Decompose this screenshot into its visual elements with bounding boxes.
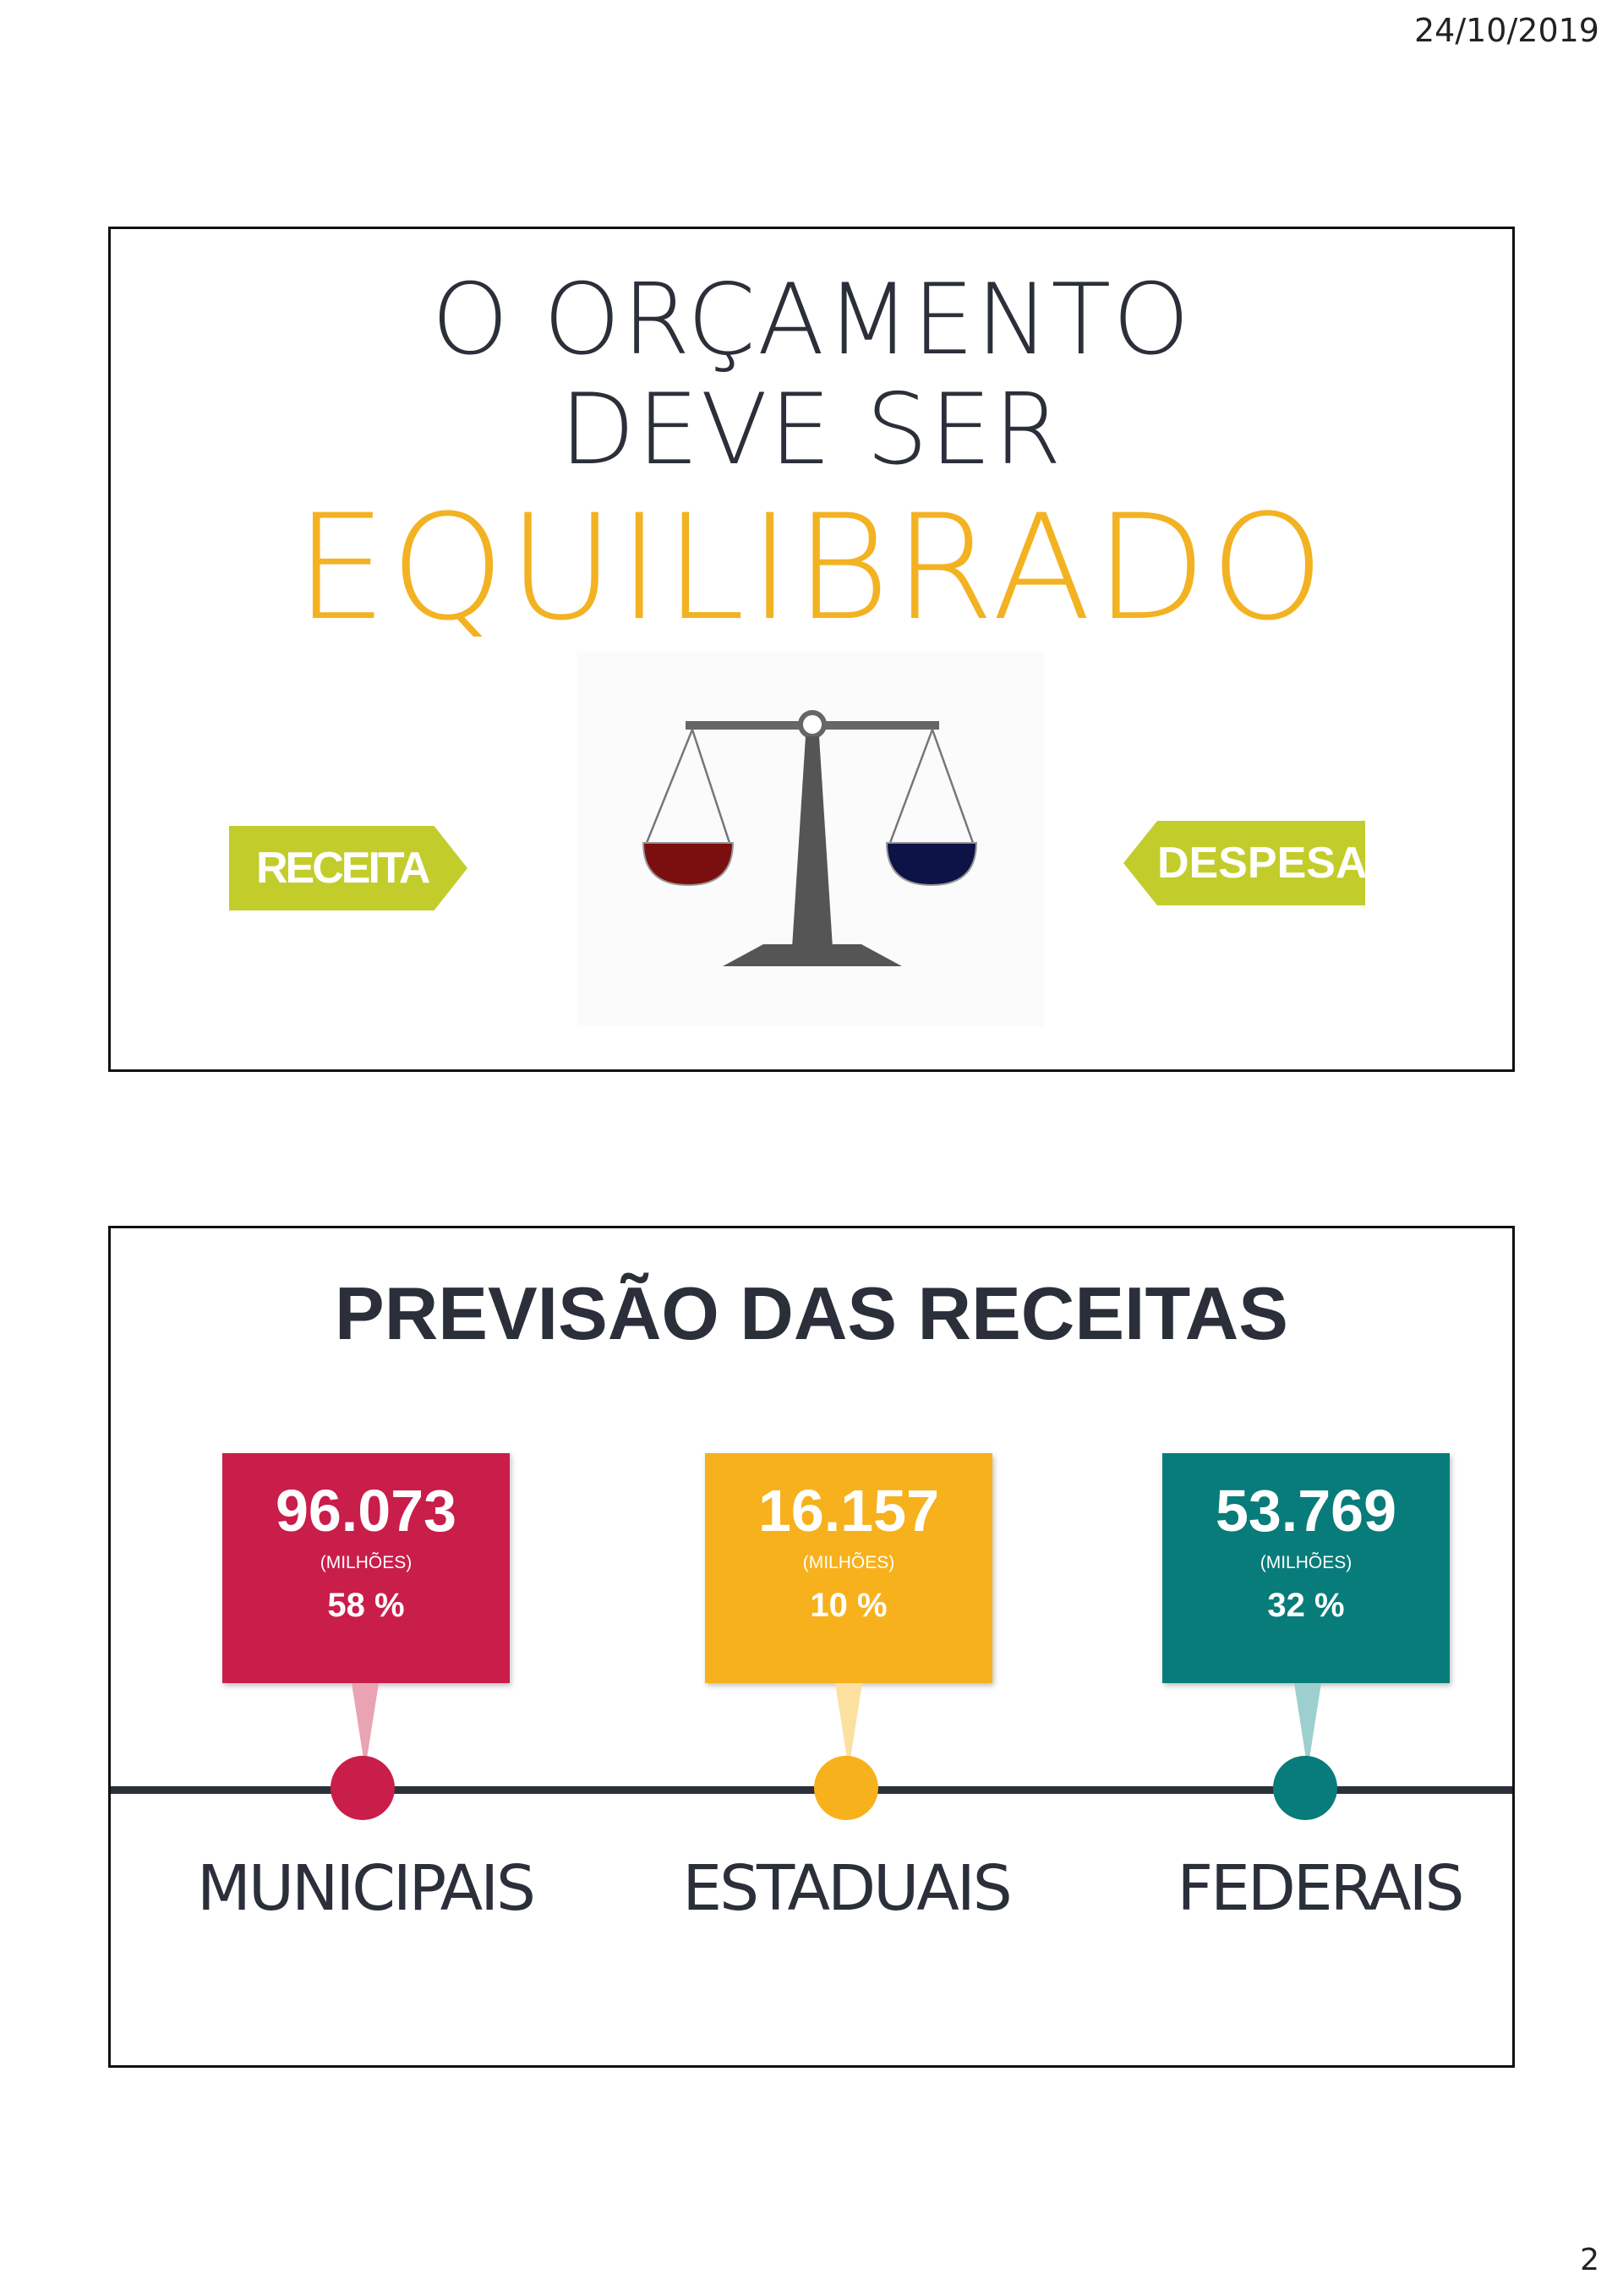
timeline-dot-municipais: [331, 1756, 395, 1820]
slide-title-line-1: O ORÇAMENTO: [431, 263, 1192, 377]
revenue-percent: 58 %: [327, 1587, 405, 1624]
slide-balanced-budget: O ORÇAMENTO DEVE SER EQUILIBRADO RECEITA…: [108, 227, 1515, 1072]
receita-tag: RECEITA: [229, 826, 467, 910]
revenue-value: 53.769: [1215, 1478, 1397, 1544]
revenue-card-estaduais: 16.157 (MILHÕES) 10 %: [705, 1453, 992, 1683]
category-label-federais: FEDERAIS: [1177, 1852, 1465, 1925]
slide-revenue-forecast: PREVISÃO DAS RECEITAS 96.073 (MILHÕES) 5…: [108, 1226, 1515, 2068]
revenue-unit: (MILHÕES): [802, 1553, 895, 1572]
slide-title-line-2: DEVE SER: [560, 373, 1063, 487]
scale-pivot: [798, 710, 827, 739]
scale-pillar: [792, 736, 833, 948]
pin-stem-municipais: [352, 1683, 379, 1761]
timeline-dot-estaduais: [814, 1756, 878, 1820]
revenue-value: 16.157: [757, 1478, 940, 1544]
revenue-card-municipais: 96.073 (MILHÕES) 58 %: [222, 1453, 510, 1683]
revenue-percent: 32 %: [1267, 1587, 1345, 1624]
revenue-unit: (MILHÕES): [320, 1553, 413, 1572]
slide-title-highlight: EQUILIBRADO: [295, 483, 1328, 653]
revenue-card-federais: 53.769 (MILHÕES) 32 %: [1162, 1453, 1450, 1683]
revenue-value: 96.073: [275, 1478, 457, 1544]
category-label-estaduais: ESTADUAIS: [682, 1852, 1012, 1925]
revenue-percent: 10 %: [810, 1587, 888, 1624]
balance-scale-icon: [577, 652, 1044, 1027]
page-number: 2: [1580, 2243, 1599, 2277]
revenue-unit: (MILHÕES): [1260, 1553, 1352, 1572]
receita-tag-label: RECEITA: [256, 844, 430, 893]
pin-stem-estaduais: [835, 1683, 862, 1761]
pin-stem-federais: [1294, 1683, 1321, 1761]
category-label-municipais: MUNICIPAIS: [197, 1852, 536, 1925]
right-pan: [885, 842, 978, 887]
header-date: 24/10/2019: [1413, 12, 1599, 49]
timeline-line: [111, 1786, 1512, 1794]
scale-base: [723, 944, 902, 966]
left-pan: [642, 842, 735, 887]
slide-title: PREVISÃO DAS RECEITAS: [335, 1271, 1288, 1355]
despesa-tag: DESPESA: [1123, 821, 1365, 905]
timeline-dot-federais: [1273, 1756, 1337, 1820]
despesa-tag-label: DESPESA: [1157, 839, 1368, 888]
